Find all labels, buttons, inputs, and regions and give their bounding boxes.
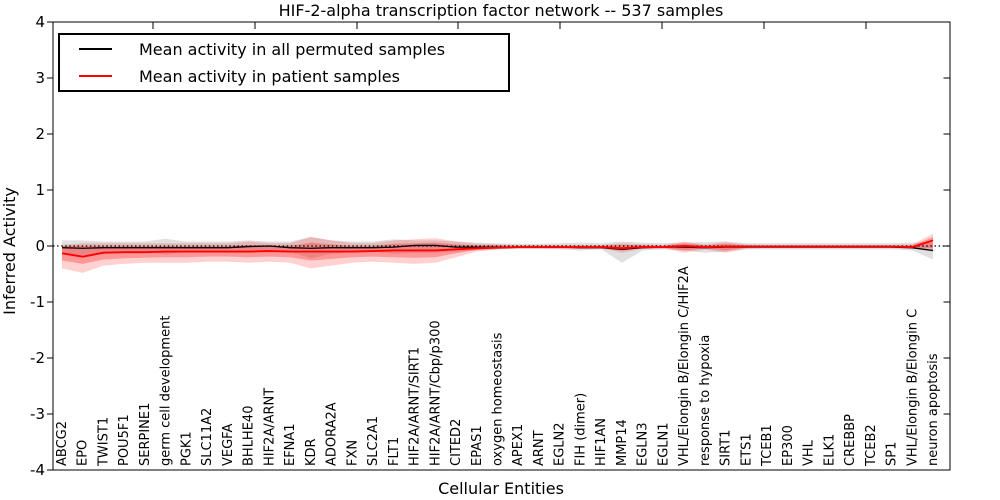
x-tick-label: BHLHE40 xyxy=(242,406,257,466)
y-tick-label: 4 xyxy=(35,13,45,31)
legend-box: Mean activity in all permuted samples Me… xyxy=(58,33,510,92)
x-tick-label: SP1 xyxy=(885,442,900,466)
x-tick-label: EPAS1 xyxy=(470,425,485,466)
y-tick-label: 3 xyxy=(35,69,45,87)
x-tick-label: EGLN2 xyxy=(553,422,568,466)
patient-mean-line xyxy=(61,239,934,258)
x-tick-label: VHL/Elongin B/Elongin C/HIF2A xyxy=(677,266,692,466)
legend-label-patient: Mean activity in patient samples xyxy=(139,66,400,86)
patient-samples-outer-band xyxy=(62,233,933,273)
legend-item-patient: Mean activity in patient samples xyxy=(60,63,508,89)
x-tick-label: SLC11A2 xyxy=(200,408,215,466)
x-tick-label: HIF1AN xyxy=(594,418,609,466)
legend-line-black-icon xyxy=(79,48,112,50)
legend-label-permuted: Mean activity in all permuted samples xyxy=(139,39,446,59)
x-tick-label: response to hypoxia xyxy=(698,335,713,466)
x-tick-label: VEGFA xyxy=(221,424,236,466)
x-tick-label: KDR xyxy=(304,438,319,466)
plot-area: 4 3 2 1 0 -1 -2 -3 -4 ABCG2 EPO TWIST1 POU5F1 SERPINE… xyxy=(30,13,951,479)
x-tick-label: APEX1 xyxy=(511,424,526,466)
x-tick-label: EGLN1 xyxy=(656,422,671,466)
chart-title: HIF-2-alpha transcription factor network… xyxy=(279,1,724,20)
x-tick-label: VHL xyxy=(802,439,817,466)
patient-samples-inner-band xyxy=(62,237,933,264)
x-tick-label: EP300 xyxy=(781,425,796,466)
y-tick-label: -4 xyxy=(30,461,45,479)
x-tick-label: ELK1 xyxy=(822,434,837,466)
x-tick-label: FXN xyxy=(345,440,360,466)
x-tick-label: germ cell development xyxy=(159,316,174,466)
x-tick-label: VHL/Elongin B/Elongin C xyxy=(905,309,920,466)
x-tick-label: EPO xyxy=(76,440,91,466)
x-tick-label: CITED2 xyxy=(449,419,464,466)
x-tick-label: SIRT1 xyxy=(719,430,734,466)
y-tick-label: -1 xyxy=(30,293,45,311)
x-tick-label: TCEB2 xyxy=(864,424,879,467)
x-axis-label: Cellular Entities xyxy=(438,479,564,498)
x-tick-label: FIH (dimer) xyxy=(573,393,588,466)
x-tick-label: CREBBP xyxy=(843,414,858,466)
x-tick-label: SERPINE1 xyxy=(138,403,153,466)
permuted-samples-range-band xyxy=(62,237,933,263)
x-tick-label: oxygen homeostasis xyxy=(491,332,506,466)
legend-item-permuted: Mean activity in all permuted samples xyxy=(60,36,508,62)
x-tick-label: ABCG2 xyxy=(55,421,70,466)
x-tick-label: FLT1 xyxy=(387,437,402,466)
x-tick-label: HIF2A/ARNT/Cbp/p300 xyxy=(428,320,443,466)
x-tick-label: PGK1 xyxy=(179,431,194,466)
y-axis-label: Inferred Activity xyxy=(0,187,19,315)
axes-frame xyxy=(52,21,951,471)
x-tick-label: EGLN3 xyxy=(636,422,651,466)
x-tick-label: ADORA2A xyxy=(325,402,340,466)
x-tick-label: TCEB1 xyxy=(760,424,775,467)
y-tick-label: 0 xyxy=(35,237,45,255)
x-tick-label: HIF2A/ARNT/SIRT1 xyxy=(408,347,423,466)
legend-line-red-icon xyxy=(79,75,112,77)
x-tick-label: ETS1 xyxy=(739,433,754,466)
y-tick-label: -2 xyxy=(30,349,45,367)
x-tick-label: EFNA1 xyxy=(283,423,298,466)
x-tick-label: MMP14 xyxy=(615,419,630,466)
x-tick-label: HIF2A/ARNT xyxy=(262,388,277,466)
y-tick-label: 1 xyxy=(35,181,45,199)
y-tick-label: -3 xyxy=(30,405,45,423)
x-tick-label: neuron apoptosis xyxy=(926,353,941,466)
x-tick-label: ARNT xyxy=(532,430,547,466)
x-tick-label: POU5F1 xyxy=(117,414,132,466)
x-tick-label: TWIST1 xyxy=(96,417,111,467)
y-tick-label: 2 xyxy=(35,125,45,143)
x-tick-label: SLC2A1 xyxy=(366,416,381,466)
